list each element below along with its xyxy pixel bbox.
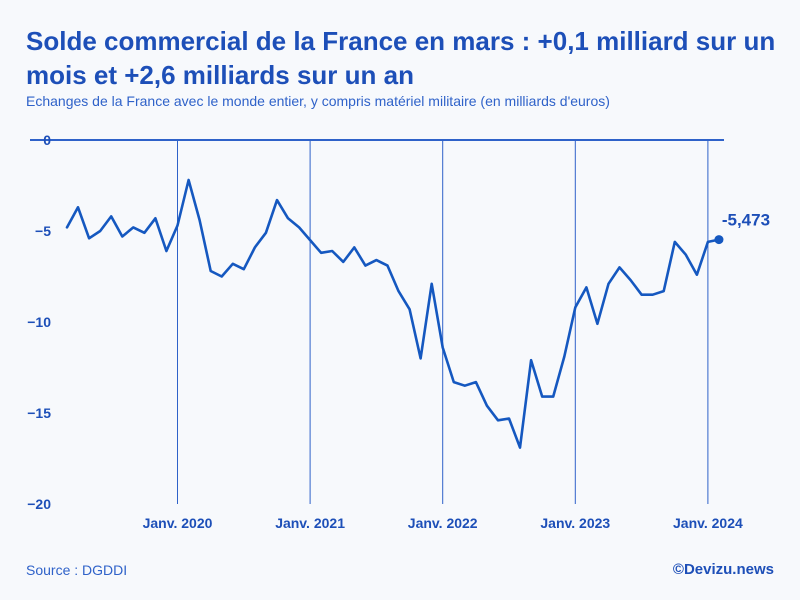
y-tick-label-0: 0 — [43, 132, 51, 148]
last-value-marker — [714, 235, 724, 245]
x-tick-label-1: Janv. 2021 — [275, 515, 345, 531]
x-tick-label-3: Janv. 2023 — [540, 515, 610, 531]
brand-credit: ©Devizu.news — [672, 561, 774, 578]
chart-title: Solde commercial de la France en mars : … — [26, 26, 776, 90]
x-tick-label-0: Janv. 2020 — [143, 515, 213, 531]
y-axis-ticks: 0 −5 −10 −15 −20 — [27, 132, 51, 512]
y-tick-label-3: −15 — [27, 405, 51, 421]
source-note: Source : DGDDI — [26, 562, 128, 578]
x-axis-ticks: Janv. 2020 Janv. 2021 Janv. 2022 Janv. 2023… — [143, 515, 743, 531]
y-tick-label-1: −5 — [35, 223, 51, 239]
y-tick-label-4: −20 — [27, 496, 51, 512]
vertical-gridlines — [177, 140, 709, 504]
y-tick-label-2: −10 — [27, 314, 51, 330]
series-group: -5,473 — [65, 178, 770, 449]
x-tick-label-4: Janv. 2024 — [673, 515, 743, 531]
last-value-label: -5,473 — [722, 211, 770, 230]
x-tick-label-2: Janv. 2022 — [408, 515, 478, 531]
series-line-0 — [65, 178, 721, 449]
chart-subtitle: Echanges de la France avec le monde enti… — [26, 93, 610, 109]
